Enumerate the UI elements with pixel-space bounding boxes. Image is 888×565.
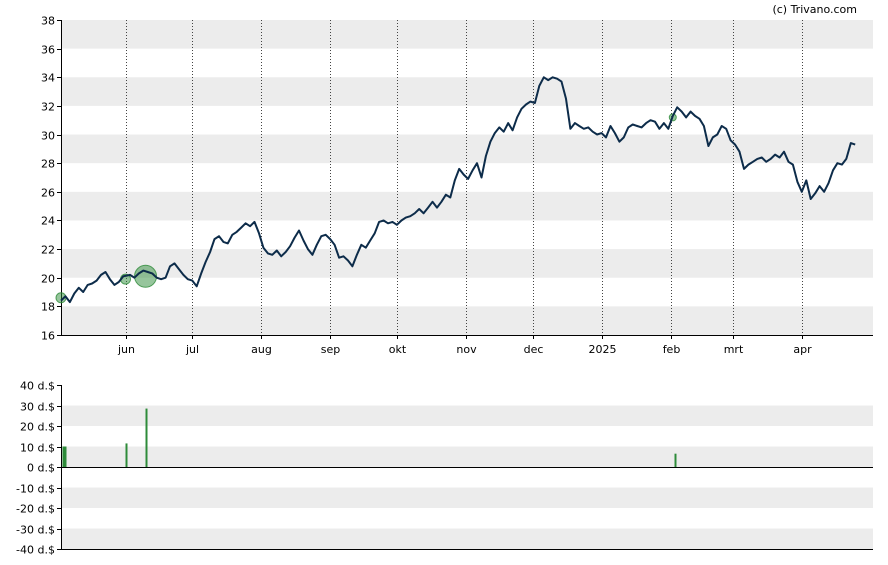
grid-band: [61, 20, 873, 49]
y-tick-label: 36: [41, 44, 55, 57]
x-tick-label: okt: [389, 343, 407, 356]
y-tick-label: 30 d.$: [20, 401, 55, 414]
y-tick-label: 38: [41, 15, 55, 28]
x-tick-label: feb: [663, 343, 681, 356]
dividend-marker: [134, 264, 158, 288]
dividend-chart: -40 d.$ -30 d.$ -20 d.$ -10 d.$ 0 d.$ 10 d.$ 2…: [16, 380, 873, 557]
y-tick-label: 34: [41, 72, 55, 85]
y-tick-label: 30: [41, 130, 55, 143]
x-tick-label: aug: [251, 343, 272, 356]
credit-text: (c) Trivano.com: [772, 3, 857, 16]
y-tick-label: 22: [41, 244, 55, 257]
x-tick-label: mrt: [724, 343, 744, 356]
y-tick-label: 24: [41, 215, 55, 228]
x-tick-label: dec: [524, 343, 544, 356]
y-tick-label: -10 d.$: [16, 483, 55, 496]
price-line: [60, 76, 856, 304]
grid-band: [61, 446, 873, 467]
price-chart: 16 18 20 22 24 26 28 30 32 34 36 38 jun jul aug sep okt n…: [41, 15, 873, 356]
y-tick-label: 18: [41, 301, 55, 314]
y-tick-label: -40 d.$: [16, 544, 55, 557]
x-tick-label: apr: [793, 343, 812, 356]
y-tick-label: 32: [41, 101, 55, 114]
y-tick-label: -20 d.$: [16, 503, 55, 516]
y-tick-label: 26: [41, 187, 55, 200]
y-tick-label: 10 d.$: [20, 442, 55, 455]
y-tick-label: 20 d.$: [20, 421, 55, 434]
y-tick-label: 16: [41, 330, 55, 343]
grid-band: [61, 487, 873, 508]
y-tick-label: 0 d.$: [27, 462, 55, 475]
x-tick-label: jul: [185, 343, 199, 356]
x-tick-label: nov: [456, 343, 477, 356]
x-tick-label: jun: [117, 343, 135, 356]
grid-band: [61, 405, 873, 426]
x-tick-label: sep: [321, 343, 340, 356]
grid-band: [61, 528, 873, 549]
x-tick-label: 2025: [589, 343, 617, 356]
y-tick-label: 28: [41, 158, 55, 171]
y-tick-label: 20: [41, 273, 55, 286]
y-tick-label: -30 d.$: [16, 524, 55, 537]
y-tick-label: 40 d.$: [20, 380, 55, 393]
